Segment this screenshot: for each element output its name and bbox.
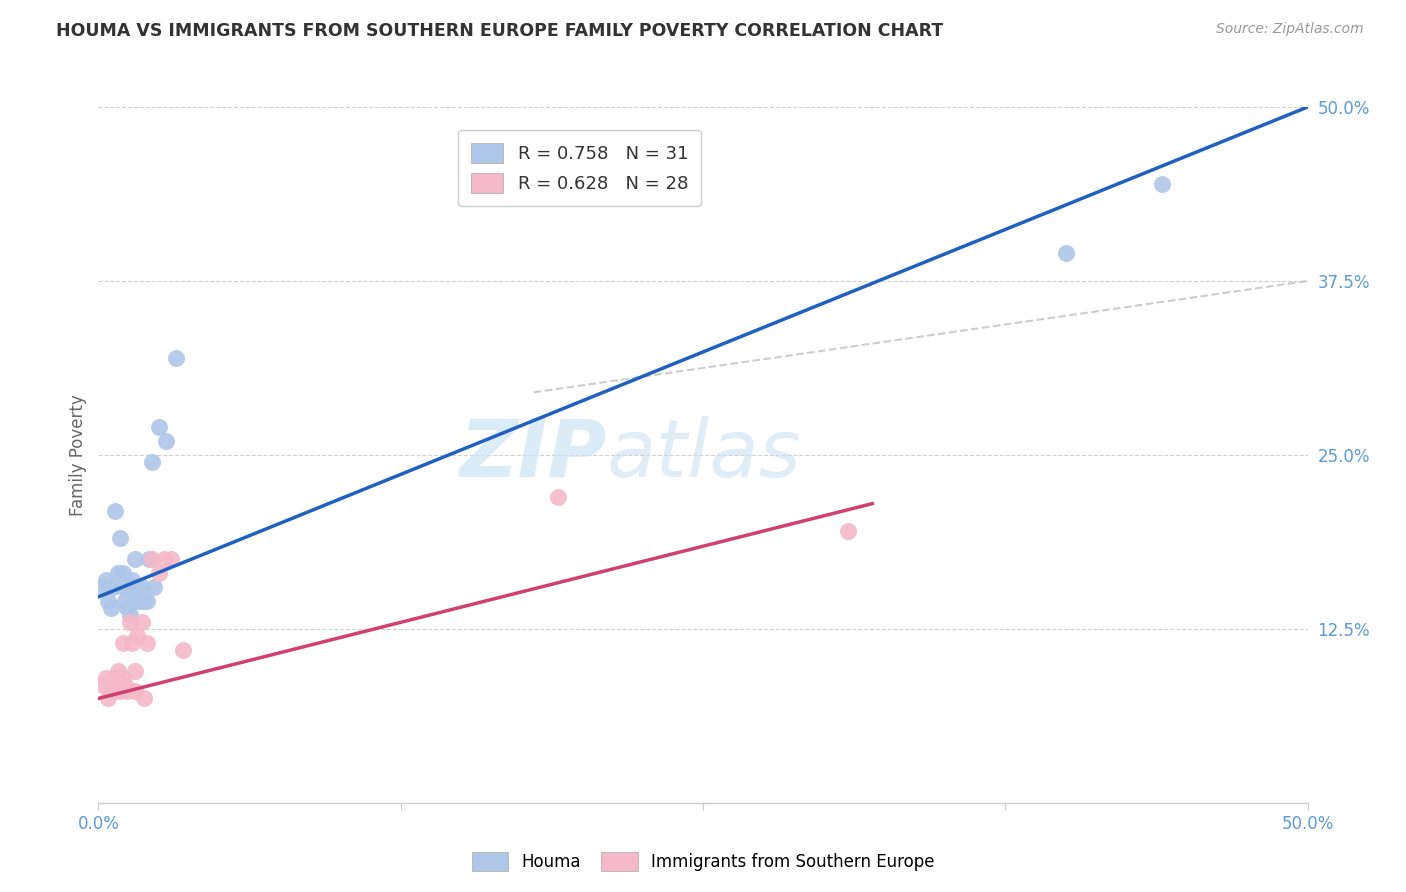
Point <box>91 677 114 691</box>
Point <box>94 671 117 685</box>
Point <box>100 677 122 691</box>
Point <box>135 594 157 608</box>
Point <box>104 503 127 517</box>
Point <box>107 664 129 678</box>
Point <box>101 671 124 685</box>
Point <box>141 455 163 469</box>
Point <box>131 615 153 629</box>
Point <box>111 671 134 685</box>
Point <box>138 552 160 566</box>
Point <box>100 580 122 594</box>
Point <box>121 636 143 650</box>
Text: ZIP: ZIP <box>458 416 606 494</box>
Y-axis label: Family Poverty: Family Poverty <box>69 394 87 516</box>
Point <box>131 580 153 594</box>
Point <box>155 434 177 448</box>
Point <box>114 594 136 608</box>
Text: HOUMA VS IMMIGRANTS FROM SOUTHERN EUROPE FAMILY POVERTY CORRELATION CHART: HOUMA VS IMMIGRANTS FROM SOUTHERN EUROPE… <box>56 22 943 40</box>
Point <box>91 580 114 594</box>
Point <box>134 691 156 706</box>
Point <box>127 580 149 594</box>
Point <box>117 601 139 615</box>
Point <box>160 552 183 566</box>
Legend: R = 0.758   N = 31, R = 0.628   N = 28: R = 0.758 N = 31, R = 0.628 N = 28 <box>458 130 700 206</box>
Text: Source: ZipAtlas.com: Source: ZipAtlas.com <box>1216 22 1364 37</box>
Point <box>118 580 141 594</box>
Point <box>100 601 122 615</box>
Point <box>108 684 131 698</box>
Point <box>121 573 143 587</box>
Point <box>127 629 149 643</box>
Point <box>837 524 859 539</box>
Point <box>1152 177 1174 191</box>
Point <box>118 607 141 622</box>
Point <box>547 490 569 504</box>
Point <box>128 594 150 608</box>
Point <box>135 636 157 650</box>
Point <box>148 420 170 434</box>
Point <box>111 636 134 650</box>
Point <box>104 677 127 691</box>
Point <box>97 594 120 608</box>
Point <box>134 594 156 608</box>
Point <box>124 552 146 566</box>
Point <box>118 615 141 629</box>
Point <box>143 580 166 594</box>
Point <box>1054 246 1077 260</box>
Point <box>108 532 131 546</box>
Point <box>114 677 136 691</box>
Point <box>111 566 134 581</box>
Point <box>124 684 146 698</box>
Point <box>101 580 124 594</box>
Point <box>152 552 174 566</box>
Point <box>107 566 129 581</box>
Point <box>124 664 146 678</box>
Point <box>117 684 139 698</box>
Point <box>94 573 117 587</box>
Point <box>101 684 124 698</box>
Point <box>141 552 163 566</box>
Text: atlas: atlas <box>606 416 801 494</box>
Point <box>97 691 120 706</box>
Legend: Houma, Immigrants from Southern Europe: Houma, Immigrants from Southern Europe <box>463 843 943 880</box>
Point <box>124 594 146 608</box>
Point <box>172 642 194 657</box>
Point <box>148 566 170 581</box>
Point <box>111 580 134 594</box>
Point <box>165 351 187 365</box>
